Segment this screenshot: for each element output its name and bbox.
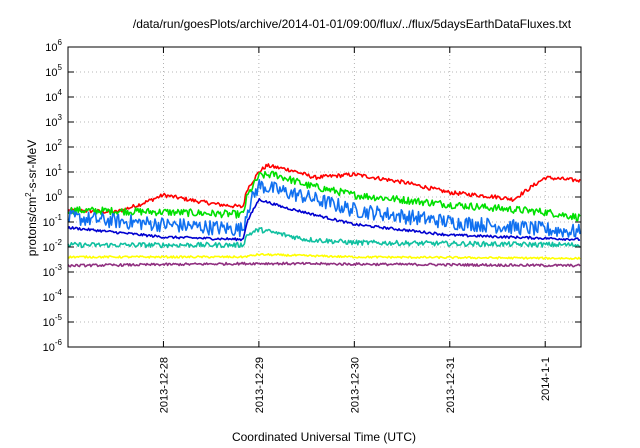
y-tick-label: 100: [45, 188, 62, 204]
x-tick-label: 2013-12-28: [158, 357, 170, 413]
y-tick-label: 10-1: [43, 213, 63, 229]
y-tick-label: 103: [45, 113, 62, 129]
series-line-1: [67, 163, 581, 214]
x-axis-title: Coordinated Universal Time (UTC): [232, 430, 416, 444]
x-tick-label: 2013-12-31: [445, 357, 457, 413]
y-tick-label: 102: [45, 138, 62, 154]
chart-title: /data/run/goesPlots/archive/2014-01-01/0…: [133, 17, 572, 31]
y-tick-label: 104: [45, 88, 62, 104]
series-line-6: [67, 253, 581, 261]
y-tick-label: 10-4: [43, 288, 63, 304]
x-tick-label: 2014-1-1: [540, 357, 552, 401]
y-tick-label: 10-2: [43, 238, 63, 254]
series-line-3: [67, 179, 581, 238]
series-line-4: [67, 197, 581, 242]
y-axis: 106 105 104 103 102 101 100 10-1 10-2 10-3 10-4 10-…: [43, 38, 581, 354]
x-tick-label: 2013-12-30: [349, 357, 361, 413]
series-line-7: [67, 261, 581, 268]
series-line-2: [67, 170, 581, 222]
series-line-5: [67, 227, 581, 249]
y-tick-label: 101: [45, 163, 62, 179]
x-axis: 2013-12-28 2013-12-29 2013-12-30 2013-12-31…: [158, 47, 552, 413]
series-group: [67, 163, 581, 268]
y-tick-label: 10-6: [43, 338, 63, 354]
y-axis-title: protons/cm2-s-sr-MeV: [24, 140, 39, 256]
x-tick-label: 2013-12-29: [254, 357, 266, 413]
y-tick-label: 10-3: [43, 263, 63, 279]
y-tick-label: 106: [45, 38, 62, 54]
y-tick-label: 10-5: [43, 313, 63, 329]
y-tick-label: 105: [45, 63, 62, 79]
